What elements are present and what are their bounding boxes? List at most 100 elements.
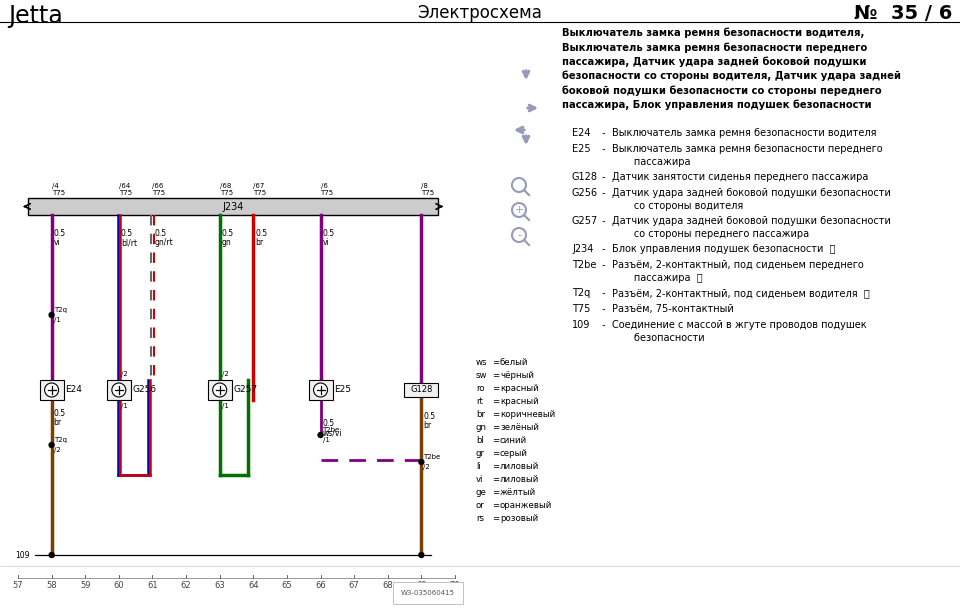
Text: 69: 69 [416,581,426,590]
Text: =: = [492,501,499,510]
Text: 59: 59 [80,581,90,590]
Text: =: = [492,397,499,406]
Text: Датчик удара задней боковой подушки безопасности
       со стороны водителя: Датчик удара задней боковой подушки безо… [612,188,891,211]
Circle shape [419,553,424,558]
Text: E24: E24 [572,128,590,138]
Text: bl/rt: bl/rt [121,238,137,247]
Text: br: br [476,410,485,419]
Text: ws: ws [476,358,488,367]
Text: T2q: T2q [54,307,66,313]
Text: br: br [54,418,61,427]
Text: Электросхема: Электросхема [418,4,542,22]
Text: bl: bl [476,436,484,445]
Text: 0.5: 0.5 [54,229,65,238]
Text: J234: J234 [572,244,593,254]
Text: 58: 58 [46,581,57,590]
Text: №  35 / 6: № 35 / 6 [853,4,952,23]
Text: -: - [517,230,521,240]
Text: 68: 68 [382,581,394,590]
Text: vi: vi [323,238,329,247]
Text: T2be: T2be [572,260,596,270]
Bar [39,380,63,400]
Text: br: br [423,421,431,430]
Text: лиловый: лиловый [500,462,540,471]
Text: 109: 109 [15,551,30,559]
Text: G257: G257 [233,386,258,395]
Text: rs: rs [476,514,484,523]
Text: ws/vi: ws/vi [323,428,342,437]
Text: Выключатель замка ремня безопасности водителя,
Выключатель замка ремня безопасно: Выключатель замка ремня безопасности вод… [562,28,901,110]
Text: /8: /8 [421,183,428,189]
Text: 0.5: 0.5 [155,229,167,238]
Circle shape [314,383,327,397]
Text: =: = [492,423,499,432]
Text: gn: gn [476,423,487,432]
Text: 0.5: 0.5 [255,229,268,238]
Text: 0.5: 0.5 [54,409,65,418]
Text: 63: 63 [214,581,225,590]
Text: /66: /66 [153,183,164,189]
Text: /6: /6 [321,183,327,189]
Text: Разъём, 2-контактный, под сиденьем водителя  📷: Разъём, 2-контактный, под сиденьем водит… [612,288,870,298]
Text: E25: E25 [572,144,590,154]
Text: or: or [476,501,485,510]
Text: зелёный: зелёный [500,423,539,432]
Text: 67: 67 [348,581,360,590]
Text: =: = [492,488,499,497]
Text: -: - [602,128,606,138]
Text: 60: 60 [113,581,124,590]
Text: sw: sw [476,371,488,380]
Text: Датчик удара задней боковой подушки безопасности
       со стороны переднего пас: Датчик удара задней боковой подушки безо… [612,216,891,239]
Text: Разъём, 2-контактный, под сиденьем переднего
       пассажира  📷: Разъём, 2-контактный, под сиденьем перед… [612,260,864,283]
Circle shape [49,443,54,448]
Text: /1: /1 [222,403,228,409]
Text: серый: серый [500,449,528,458]
Text: Выключатель замка ремня безопасности водителя: Выключатель замка ремня безопасности вод… [612,128,876,138]
Text: /2: /2 [121,371,128,377]
Text: чёрный: чёрный [500,371,534,380]
Text: жёлтый: жёлтый [500,488,537,497]
Text: =: = [492,358,499,367]
Text: =: = [492,384,499,393]
Text: /68: /68 [220,183,231,189]
Text: Датчик занятости сиденья переднего пассажира: Датчик занятости сиденья переднего пасса… [612,172,869,182]
Bar [404,383,439,397]
Text: /2: /2 [54,447,60,453]
Text: T75: T75 [321,190,334,196]
Bar [207,380,231,400]
Text: /67: /67 [253,183,265,189]
Text: G257: G257 [572,216,598,226]
Text: G128: G128 [410,386,433,395]
Text: ge: ge [476,488,487,497]
Text: Разъём, 75-контактный: Разъём, 75-контактный [612,304,733,314]
Text: коричневый: коричневый [500,410,555,419]
Circle shape [44,383,59,397]
Text: J234: J234 [223,201,244,211]
Text: -: - [602,216,606,226]
Text: -: - [602,304,606,314]
Text: /2: /2 [222,371,228,377]
Text: gn/rt: gn/rt [155,238,173,247]
Text: G256: G256 [572,188,598,198]
Circle shape [112,383,126,397]
Text: li: li [476,462,481,471]
Text: -: - [602,244,606,254]
Circle shape [318,432,323,438]
Text: оранжевый: оранжевый [500,501,552,510]
Text: 0.5: 0.5 [222,229,234,238]
Text: T75: T75 [153,190,165,196]
Text: красный: красный [500,384,539,393]
Text: =: = [492,514,499,523]
Text: 0.5: 0.5 [323,419,335,428]
Text: красный: красный [500,397,539,406]
Circle shape [49,553,54,558]
Text: =: = [492,410,499,419]
Text: =: = [492,449,499,458]
Text: /1: /1 [121,403,128,409]
Text: W3-035060415: W3-035060415 [401,590,455,596]
Text: T75: T75 [52,190,64,196]
Text: rt: rt [476,397,483,406]
Text: =: = [492,436,499,445]
Text: +: + [515,205,524,215]
Text: Блок управления подушек безопасности  📷: Блок управления подушек безопасности 📷 [612,244,835,254]
